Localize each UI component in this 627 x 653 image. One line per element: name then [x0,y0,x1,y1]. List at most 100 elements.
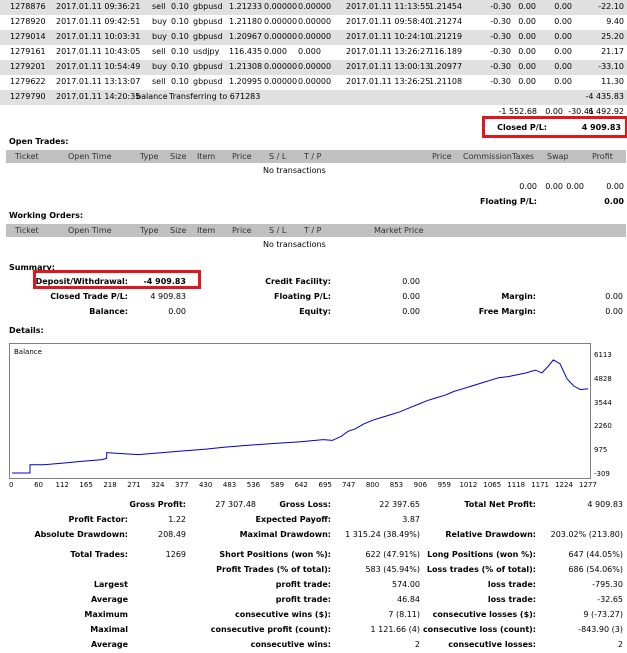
balance-row: 1279790 2017.01.11 14:20:35 balance Tran… [0,90,627,105]
chart-title: Balance [14,348,42,356]
balance-chart: Balance [9,343,591,479]
total-taxes: 0.00 [545,107,563,116]
open-commission: 0.00 [519,182,537,191]
working-orders-header: Ticket Open Time Type Size Item Price S … [6,224,626,237]
avg-cons-losses-value: 2 [617,640,623,649]
y-tick-label: 2260 [594,422,612,431]
col-ticket: Ticket [15,226,39,235]
avg-cons-wins-label: consecutive wins: [250,640,331,649]
summary-floating-value: 0.00 [402,292,420,301]
x-tick-label: 1012 [459,481,478,489]
x-tick-label: 0 [9,481,14,489]
deal-open-time: 2017.01.11 10:54:49 [56,62,141,71]
deal-item: usdjpy [193,47,220,56]
col-open-time: Open Time [68,152,112,161]
deal-sl: 0.00000 [264,77,298,86]
deal-tp: 0.00000 [298,17,332,26]
floating-pl-label: Floating P/L: [480,197,537,206]
max-drawdown-value: 1 315.24 (38.49%) [345,530,420,539]
col-ticket: Ticket [15,152,39,161]
deal-close-price: 1.21219 [429,32,463,41]
ticket: 1279790 [10,92,46,101]
cons-loss-label: consecutive loss (count): [422,625,536,634]
maximal-label: Maximal [90,625,128,634]
deal-price: 1.21308 [229,62,263,71]
largest-label: Largest [93,580,128,589]
x-tick-label: 642 [294,481,308,489]
x-tick-label: 60 [34,481,43,489]
summary-floating-label: Floating P/L: [274,292,331,301]
deal-size: 0.10 [171,47,189,56]
deal-tp: 0.00000 [298,62,332,71]
deal-size: 0.10 [171,62,189,71]
deal-taxes: 0.00 [518,77,536,86]
deal-type: buy [152,32,167,41]
col-close-price: Price [432,152,452,161]
deal-type: buy [152,62,167,71]
y-tick-label: 3544 [594,398,612,407]
col-sl: S / L [269,152,287,161]
col-item: Item [197,226,216,235]
deal-taxes: 0.00 [518,2,536,11]
deal-commission: -0.30 [490,2,511,11]
col-price: Price [232,226,252,235]
col-open-time: Open Time [68,226,112,235]
deal-swap: 0.00 [554,17,572,26]
rel-drawdown-label: Relative Drawdown: [445,530,536,539]
deal-swap: 0.00 [554,77,572,86]
y-tick-label: 975 [594,446,608,455]
closed-pl-highlight [482,116,627,138]
avg-cons-wins-value: 2 [414,640,420,649]
balance-chart-svg: Balance [12,348,589,474]
credit-value: 0.00 [402,277,420,286]
expected-payoff-label: Expected Payoff: [255,515,331,524]
deal-row: 1279014 2017.01.11 10:03:31 buy 0.10 gbpusd 1… [0,30,627,45]
deal-taxes: 0.00 [518,17,536,26]
open-profit: 0.00 [606,182,624,191]
deal-close-time: 2017.01.11 13:26:27 [346,47,431,56]
deal-profit: 9.40 [606,17,624,26]
free-margin-value: 0.00 [605,307,623,316]
deal-close-time: 2017.01.11 13:26:25 [346,77,431,86]
deal-close-time: 2017.01.11 13:00:13 [346,62,431,71]
col-taxes: Taxes [512,152,535,161]
credit-label: Credit Facility: [265,277,331,286]
deal-item: gbpusd [193,77,223,86]
deal-commission: -0.30 [490,62,511,71]
x-tick-label: 271 [127,481,141,489]
profit-trades-value: 583 (45.94%) [365,565,420,574]
deal-tp: 0.00000 [298,2,332,11]
deal-sl: 0.00000 [264,2,298,11]
time: 2017.01.11 14:20:35 [56,92,141,101]
deal-swap: 0.00 [554,62,572,71]
deal-price: 1.20967 [229,32,263,41]
x-tick-label: 430 [198,481,213,489]
deal-commission: -0.30 [490,32,511,41]
profit-factor-label: Profit Factor: [68,515,128,524]
deal-price: 1.20995 [229,77,263,86]
col-swap: Swap [547,152,569,161]
profit-factor-value: 1.22 [168,515,186,524]
deal-ticket: 1279622 [10,77,46,86]
average-loss-value: -32.65 [597,595,623,604]
total-trades-label: Total Trades: [70,550,128,559]
deal-close-price: 116.189 [429,47,463,56]
deal-taxes: 0.00 [518,62,536,71]
largest-loss-label: loss trade: [487,580,536,589]
deal-close-price: 1.20977 [429,62,463,71]
x-tick-label: 906 [413,481,428,489]
deal-open-time: 2017.01.11 10:03:31 [56,32,141,41]
gross-profit-label: Gross Profit: [129,500,186,509]
expected-payoff-value: 3.87 [402,515,420,524]
x-tick-label: 853 [389,481,404,489]
balance-value: 0.00 [168,307,186,316]
open-trades-title: Open Trades: [9,137,69,146]
total-commission: -1 552.68 [498,107,537,116]
y-tick-label: 4828 [594,374,612,383]
deal-close-price: 1.21108 [429,77,463,86]
margin-label: Margin: [501,292,536,301]
deposit-value: -4 909.83 [143,277,186,286]
col-size: Size [170,226,187,235]
deal-sl: 0.00000 [264,32,298,41]
x-tick-label: 959 [437,481,451,489]
